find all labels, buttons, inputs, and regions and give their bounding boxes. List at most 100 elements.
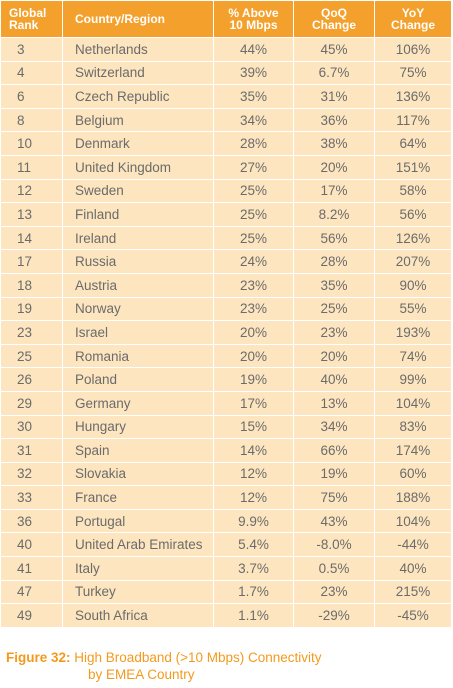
cell-pct-above-10mbps: 20% <box>213 343 294 369</box>
cell-yoy-change: 58% <box>374 178 452 204</box>
cell-country-region: Belgium <box>62 107 214 133</box>
cell-country-region: Austria <box>62 272 214 298</box>
cell-country-region: Finland <box>62 202 214 227</box>
cell-yoy-change: 151% <box>374 154 452 180</box>
cell-global-rank: 29 <box>0 390 63 416</box>
cell-yoy-change: -45% <box>374 603 452 628</box>
cell-global-rank: 30 <box>0 414 63 440</box>
cell-yoy-change: 83% <box>374 414 452 440</box>
table-row: 36 Portugal 9.9% 43% 104% <box>0 508 452 534</box>
cell-yoy-change: 117% <box>374 107 452 133</box>
table-row: 26 Poland 19% 40% 99% <box>0 367 452 392</box>
table-row: 3 Netherlands 44% 45% 106% <box>0 37 452 62</box>
cell-yoy-change: 136% <box>374 84 452 109</box>
cell-country-region: Hungary <box>62 414 214 440</box>
cell-country-region: Spain <box>62 438 214 463</box>
cell-global-rank: 13 <box>0 202 63 227</box>
cell-global-rank: 25 <box>0 343 63 369</box>
table-row: 32 Slovakia 12% 19% 60% <box>0 461 452 487</box>
header-country-region: Country/Region <box>62 0 214 38</box>
table-row: 14 Ireland 25% 56% 126% <box>0 225 452 251</box>
header-qoq-change: QoQ Change <box>293 0 375 38</box>
cell-yoy-change: 126% <box>374 225 452 251</box>
cell-qoq-change: 8.2% <box>293 202 375 227</box>
cell-yoy-change: 60% <box>374 461 452 487</box>
cell-pct-above-10mbps: 23% <box>213 272 294 298</box>
cell-country-region: France <box>62 485 214 510</box>
cell-yoy-change: 215% <box>374 579 452 605</box>
cell-global-rank: 32 <box>0 461 63 487</box>
cell-country-region: Slovakia <box>62 461 214 487</box>
cell-yoy-change: 174% <box>374 438 452 463</box>
cell-pct-above-10mbps: 34% <box>213 107 294 133</box>
table-row: 30 Hungary 15% 34% 83% <box>0 414 452 440</box>
cell-qoq-change: 36% <box>293 107 375 133</box>
cell-country-region: Netherlands <box>62 37 214 62</box>
cell-qoq-change: 6.7% <box>293 60 375 86</box>
table-row: 33 France 12% 75% 188% <box>0 485 452 510</box>
table-row: 12 Sweden 25% 17% 58% <box>0 178 452 204</box>
header-pct-above-10mbps: % Above 10 Mbps <box>213 0 294 38</box>
cell-global-rank: 11 <box>0 154 63 180</box>
cell-pct-above-10mbps: 27% <box>213 154 294 180</box>
header-pct-line1: % Above <box>228 6 279 20</box>
cell-yoy-change: 104% <box>374 508 452 534</box>
cell-qoq-change: 66% <box>293 438 375 463</box>
cell-qoq-change: 25% <box>293 296 375 322</box>
cell-global-rank: 40 <box>0 532 63 558</box>
table-row: 23 Israel 20% 23% 193% <box>0 320 452 345</box>
table-row: 19 Norway 23% 25% 55% <box>0 296 452 322</box>
cell-pct-above-10mbps: 44% <box>213 37 294 62</box>
cell-pct-above-10mbps: 9.9% <box>213 508 294 534</box>
table-row: 13 Finland 25% 8.2% 56% <box>0 202 452 227</box>
cell-pct-above-10mbps: 25% <box>213 202 294 227</box>
cell-pct-above-10mbps: 12% <box>213 461 294 487</box>
header-row: Global Rank Country/Region % Above 10 Mb… <box>0 0 452 38</box>
cell-pct-above-10mbps: 24% <box>213 249 294 274</box>
cell-country-region: Turkey <box>62 579 214 605</box>
cell-country-region: Russia <box>62 249 214 274</box>
cell-pct-above-10mbps: 1.7% <box>213 579 294 605</box>
cell-qoq-change: 0.5% <box>293 556 375 581</box>
cell-yoy-change: 55% <box>374 296 452 322</box>
cell-qoq-change: 28% <box>293 249 375 274</box>
table-row: 49 South Africa 1.1% -29% -45% <box>0 603 452 628</box>
cell-global-rank: 8 <box>0 107 63 133</box>
cell-qoq-change: -8.0% <box>293 532 375 558</box>
cell-country-region: Romania <box>62 343 214 369</box>
cell-yoy-change: 74% <box>374 343 452 369</box>
cell-qoq-change: -29% <box>293 603 375 628</box>
cell-pct-above-10mbps: 15% <box>213 414 294 440</box>
header-global-rank: Global Rank <box>0 0 63 38</box>
cell-country-region: Israel <box>62 320 214 345</box>
cell-country-region: Denmark <box>62 131 214 156</box>
cell-global-rank: 3 <box>0 37 63 62</box>
cell-global-rank: 23 <box>0 320 63 345</box>
cell-global-rank: 4 <box>0 60 63 86</box>
cell-yoy-change: 106% <box>374 37 452 62</box>
cell-yoy-change: 188% <box>374 485 452 510</box>
cell-pct-above-10mbps: 39% <box>213 60 294 86</box>
cell-qoq-change: 20% <box>293 154 375 180</box>
cell-pct-above-10mbps: 23% <box>213 296 294 322</box>
cell-qoq-change: 23% <box>293 579 375 605</box>
table-row: 31 Spain 14% 66% 174% <box>0 438 452 463</box>
cell-qoq-change: 31% <box>293 84 375 109</box>
cell-global-rank: 18 <box>0 272 63 298</box>
table-row: 8 Belgium 34% 36% 117% <box>0 107 452 133</box>
cell-pct-above-10mbps: 19% <box>213 367 294 392</box>
header-country-region-label: Country/Region <box>75 12 165 26</box>
cell-global-rank: 47 <box>0 579 63 605</box>
cell-global-rank: 10 <box>0 131 63 156</box>
cell-country-region: Italy <box>62 556 214 581</box>
cell-global-rank: 33 <box>0 485 63 510</box>
header-yoy-line1: YoY <box>401 6 425 20</box>
cell-qoq-change: 45% <box>293 37 375 62</box>
figure-caption: Figure 32: High Broadband (>10 Mbps) Con… <box>6 649 322 683</box>
cell-yoy-change: 40% <box>374 556 452 581</box>
cell-country-region: South Africa <box>62 603 214 628</box>
broadband-table: Global Rank Country/Region % Above 10 Mb… <box>0 0 452 628</box>
cell-global-rank: 36 <box>0 508 63 534</box>
cell-pct-above-10mbps: 25% <box>213 225 294 251</box>
